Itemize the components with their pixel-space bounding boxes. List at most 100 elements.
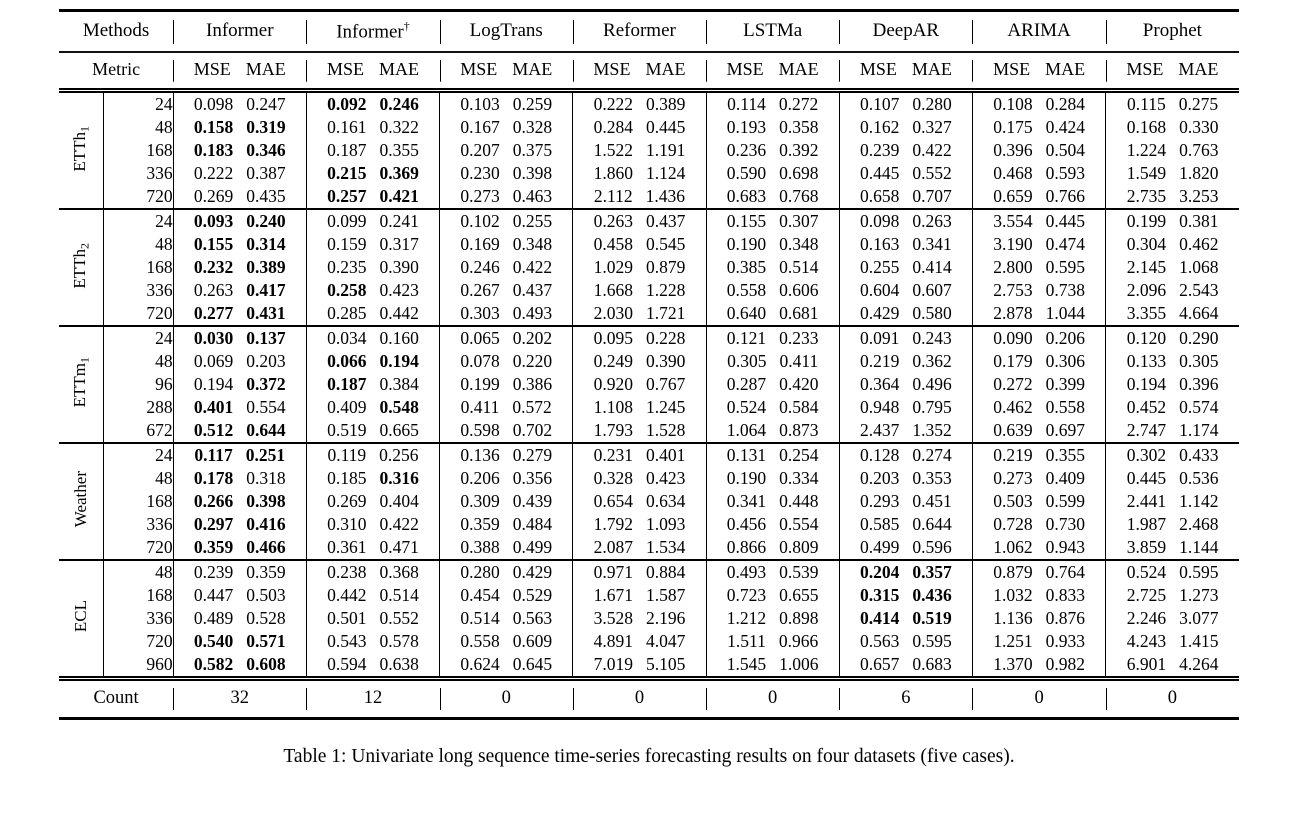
mae-value: 0.387 [246, 163, 286, 184]
mse-value: 0.401 [193, 397, 234, 418]
mse-value: 1.032 [993, 585, 1033, 606]
mae-value: 0.334 [779, 468, 819, 489]
metric-cell: 0.114 0.272 [705, 90, 840, 117]
metric-cell: 1.370 0.982 [971, 653, 1106, 679]
metric-cell: 0.640 0.681 [705, 302, 840, 327]
table-row: ECL 48 0.239 0.359 0.238 0.368 0.280 0.429 0.971… [59, 560, 1239, 632]
mae-value: 0.698 [779, 163, 819, 184]
mse-value: 0.266 [193, 491, 234, 512]
mae-value: 0.873 [779, 420, 819, 441]
mae-value: 0.529 [512, 585, 553, 606]
mae-value: 1.093 [645, 514, 686, 535]
mse-value: 0.108 [993, 94, 1033, 115]
metric-cell: 0.266 0.398 [172, 490, 307, 514]
metric-cell: 2.112 1.436 [572, 185, 707, 210]
mae-value: 0.766 [1045, 186, 1085, 207]
metric-cell: 0.222 0.389 [572, 90, 707, 117]
mse-value: 0.185 [327, 468, 367, 489]
count-value: 0 [572, 678, 707, 719]
mae-value: 0.353 [912, 468, 952, 489]
metric-cell: 0.239 0.422 [838, 139, 973, 163]
mae-value: 0.763 [1179, 140, 1219, 161]
mae-value: 0.243 [912, 328, 952, 349]
mse-value: 0.558 [460, 631, 500, 652]
mae-value: 0.375 [512, 140, 553, 161]
metric-cell: 1.668 1.228 [572, 279, 707, 303]
mae-value: 0.160 [379, 328, 419, 349]
mse-value: 1.212 [726, 608, 767, 629]
mse-value: 0.169 [460, 234, 500, 255]
mae-value: 0.389 [246, 257, 286, 278]
mse-value: 4.243 [1126, 631, 1167, 652]
mae-value: 0.933 [1045, 631, 1085, 652]
mse-value: 0.524 [726, 397, 767, 418]
metric-cell: 1.522 1.191 [572, 139, 707, 163]
metric-cell: 0.657 0.683 [838, 653, 973, 679]
mae-value: 0.398 [246, 491, 286, 512]
metric-cell: 0.099 0.241 [305, 209, 440, 234]
horizon-cell: 672 [102, 419, 174, 444]
metric-cell: 0.120 0.290 [1105, 326, 1239, 351]
mse-value: 0.178 [193, 468, 234, 489]
mse-value: 0.585 [860, 514, 900, 535]
mae-value: 1.273 [1179, 585, 1219, 606]
metric-cell: 2.096 2.543 [1105, 279, 1239, 303]
metric-cell: 7.019 5.105 [572, 653, 707, 679]
mae-value: 0.595 [1179, 562, 1219, 583]
mse-value: 1.545 [726, 654, 767, 675]
metric-cell: 0.219 0.355 [971, 443, 1106, 468]
horizon-cell: 24 [102, 326, 174, 351]
metric-cell: 0.445 0.552 [838, 162, 973, 186]
mse-value: 0.388 [460, 537, 500, 558]
mae-value: 0.259 [512, 94, 553, 115]
count-value: 32 [173, 678, 307, 719]
table-row: 672 0.512 0.644 0.519 0.665 0.598 0.702 1.793 1.… [59, 419, 1239, 444]
metric-cell: 3.528 2.196 [572, 607, 707, 631]
mse-value: 0.445 [860, 163, 900, 184]
metric-cell: 0.452 0.574 [1105, 396, 1239, 420]
mse-value: 0.361 [327, 537, 367, 558]
metric-header: MSE MAE [173, 52, 307, 91]
metric-cell: 0.133 0.305 [1105, 350, 1239, 374]
mse-value: 0.107 [860, 94, 900, 115]
metric-cell: 0.305 0.411 [705, 350, 840, 374]
count-value: 0 [439, 678, 573, 719]
mse-value: 0.257 [327, 186, 367, 207]
metric-cell: 0.246 0.422 [439, 256, 573, 280]
table-row: 960 0.582 0.608 0.594 0.638 0.624 0.645 7.019 5.… [59, 653, 1239, 679]
mse-value: 0.066 [327, 351, 367, 372]
metric-cell: 0.128 0.274 [838, 443, 973, 468]
table-row: ETTh2 24 0.093 0.240 0.099 0.241 0.102 0.255 0.2… [59, 209, 1239, 288]
mse-value: 2.735 [1126, 186, 1167, 207]
method-header: ARIMA [972, 10, 1106, 53]
mse-value: 2.441 [1126, 491, 1167, 512]
mae-value: 0.548 [379, 397, 419, 418]
mae-value: 1.174 [1179, 420, 1219, 441]
mse-value: 0.091 [860, 328, 900, 349]
mae-value: 0.417 [246, 280, 286, 301]
mae-value: 0.738 [1045, 280, 1085, 301]
mae-value: 0.496 [912, 374, 952, 395]
mse-value: 3.355 [1126, 303, 1167, 324]
metric-cell: 0.136 0.279 [439, 443, 573, 468]
mae-value: 0.608 [246, 654, 286, 675]
mae-value: 0.514 [379, 585, 419, 606]
method-header: LogTrans [439, 10, 573, 53]
mae-value: 0.681 [779, 303, 819, 324]
mse-value: 1.062 [993, 537, 1033, 558]
mae-value: 0.355 [1045, 445, 1085, 466]
mse-value: 0.359 [193, 537, 234, 558]
mae-value: 0.563 [512, 608, 553, 629]
metric-cell: 0.187 0.384 [305, 373, 440, 397]
mse-value: 1.792 [593, 514, 633, 535]
mae-value: 1.068 [1179, 257, 1219, 278]
mae-value: 0.203 [246, 351, 286, 372]
mse-value: 0.658 [860, 186, 900, 207]
metric-cell: 3.190 0.474 [971, 233, 1106, 257]
mae-value: 0.423 [379, 280, 419, 301]
mae-value: 0.409 [1045, 468, 1085, 489]
horizon-cell: 24 [102, 209, 174, 234]
metric-cell: 0.543 0.578 [305, 630, 440, 654]
metric-cell: 0.238 0.368 [305, 560, 440, 585]
method-header: Reformer [572, 10, 707, 53]
